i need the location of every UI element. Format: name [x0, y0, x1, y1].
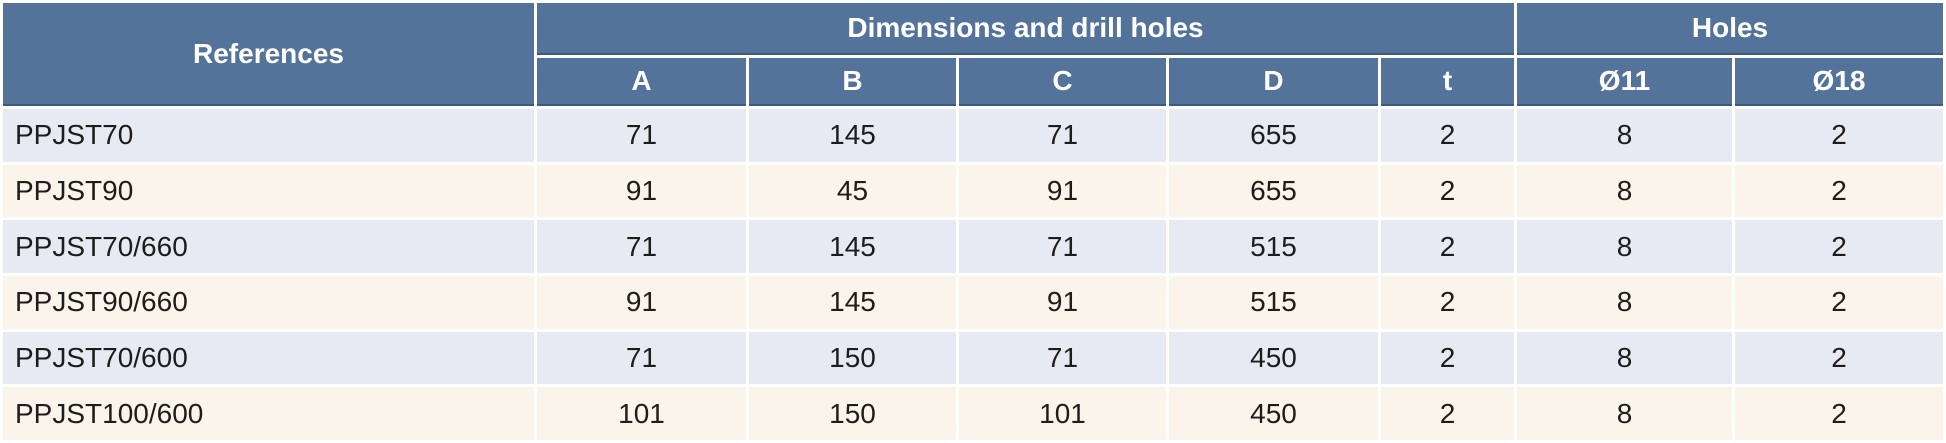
cell-dia11: 8: [1517, 387, 1732, 440]
cell-d: 515: [1169, 275, 1378, 329]
cell-b: 145: [749, 275, 956, 329]
cell-d: 450: [1169, 387, 1378, 440]
table-row: PPJST70 71 145 71 655 2 8 2: [3, 109, 1943, 162]
col-group-holes: Holes: [1517, 3, 1943, 55]
cell-c: 101: [959, 387, 1166, 440]
cell-dia11: 8: [1517, 164, 1732, 218]
cell-dia11: 8: [1517, 220, 1732, 273]
cell-b: 45: [749, 164, 956, 218]
cell-c: 91: [959, 164, 1166, 218]
table-row: PPJST70/600 71 150 71 450 2 8 2: [3, 331, 1943, 385]
cell-dia11: 8: [1517, 275, 1732, 329]
cell-dia18: 2: [1735, 220, 1943, 273]
cell-c: 71: [959, 109, 1166, 162]
reference-cell: PPJST70: [3, 109, 534, 162]
cell-c: 91: [959, 275, 1166, 329]
cell-b: 150: [749, 331, 956, 385]
cell-a: 71: [537, 220, 746, 273]
cell-dia18: 2: [1735, 387, 1943, 440]
col-header-d: D: [1169, 58, 1378, 106]
cell-c: 71: [959, 220, 1166, 273]
cell-t: 2: [1381, 109, 1514, 162]
cell-t: 2: [1381, 220, 1514, 273]
col-header-dia18: Ø18: [1735, 58, 1943, 106]
cell-d: 515: [1169, 220, 1378, 273]
col-group-dimensions: Dimensions and drill holes: [537, 3, 1514, 55]
cell-b: 145: [749, 109, 956, 162]
table-row: PPJST70/660 71 145 71 515 2 8 2: [3, 220, 1943, 273]
cell-t: 2: [1381, 275, 1514, 329]
cell-dia18: 2: [1735, 331, 1943, 385]
cell-t: 2: [1381, 164, 1514, 218]
col-header-b: B: [749, 58, 956, 106]
reference-cell: PPJST90/660: [3, 275, 534, 329]
cell-t: 2: [1381, 387, 1514, 440]
table-row: PPJST90 91 45 91 655 2 8 2: [3, 164, 1943, 218]
col-header-dia11: Ø11: [1517, 58, 1732, 106]
cell-dia11: 8: [1517, 109, 1732, 162]
cell-a: 91: [537, 164, 746, 218]
cell-dia11: 8: [1517, 331, 1732, 385]
cell-b: 145: [749, 220, 956, 273]
reference-cell: PPJST70/600: [3, 331, 534, 385]
col-header-t: t: [1381, 58, 1514, 106]
cell-a: 91: [537, 275, 746, 329]
col-header-references: References: [3, 3, 534, 106]
reference-cell: PPJST70/660: [3, 220, 534, 273]
cell-t: 2: [1381, 331, 1514, 385]
cell-dia18: 2: [1735, 275, 1943, 329]
reference-cell: PPJST100/600: [3, 387, 534, 440]
header-group-row: References Dimensions and drill holes Ho…: [3, 3, 1943, 106]
header-sub-row: A B C D t Ø11 Ø18: [3, 58, 1943, 106]
cell-c: 71: [959, 331, 1166, 385]
table-row: PPJST100/600 101 150 101 450 2 8 2: [3, 387, 1943, 440]
table-row: PPJST90/660 91 145 91 515 2 8 2: [3, 275, 1943, 329]
reference-cell: PPJST90: [3, 164, 534, 218]
col-header-a: A: [537, 58, 746, 106]
cell-a: 71: [537, 331, 746, 385]
cell-d: 450: [1169, 331, 1378, 385]
cell-a: 101: [537, 387, 746, 440]
cell-d: 655: [1169, 164, 1378, 218]
col-header-c: C: [959, 58, 1166, 106]
cell-b: 150: [749, 387, 956, 440]
cell-dia18: 2: [1735, 109, 1943, 162]
cell-d: 655: [1169, 109, 1378, 162]
cell-dia18: 2: [1735, 164, 1943, 218]
cell-a: 71: [537, 109, 746, 162]
